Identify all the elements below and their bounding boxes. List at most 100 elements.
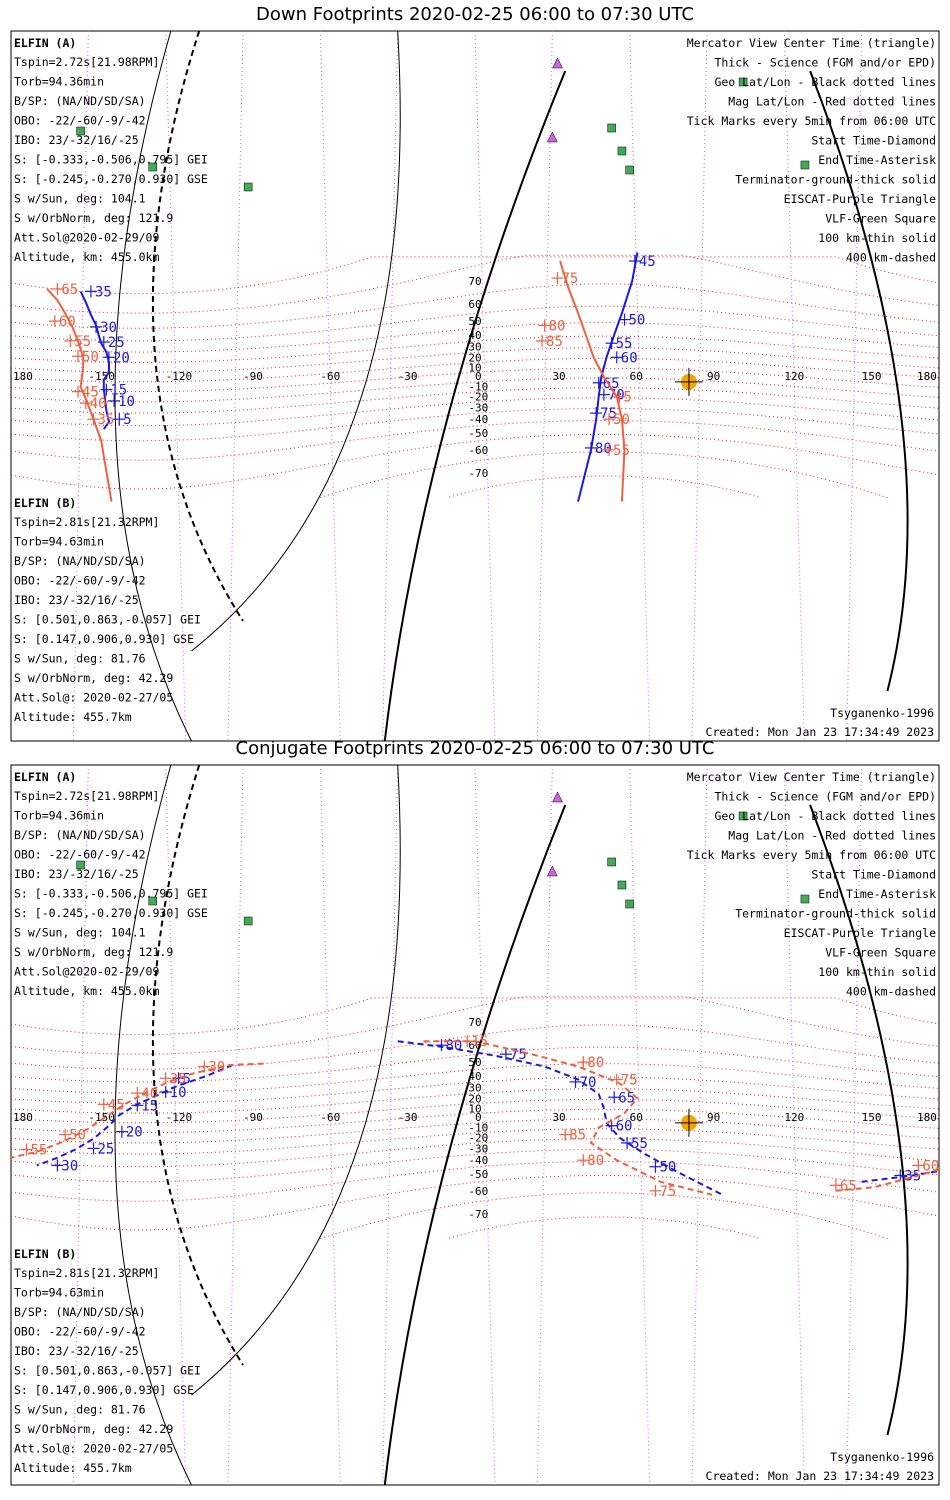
geo-lon-line <box>227 764 244 1486</box>
footprint-time-label: 55 <box>30 1142 47 1158</box>
lon-tick-label: 180 <box>13 1111 33 1124</box>
elfin-a-param: S w/OrbNorm, deg: 121.9 <box>14 211 173 225</box>
geo-lon-line <box>474 764 496 1486</box>
lon-tick-label: -120 <box>166 1111 193 1124</box>
footprint-time-label: 45 <box>82 385 99 401</box>
footprint-time-label: 10 <box>170 1085 187 1101</box>
lat-tick-label: 70 <box>468 1016 481 1029</box>
footprint-time-label: 40 <box>90 396 107 412</box>
footprint-time-label: 35 <box>170 1071 187 1087</box>
eiscat-triangle <box>552 57 563 69</box>
terminator-thin-solid <box>191 764 401 1396</box>
lat-tick-label: -30 <box>468 1142 488 1155</box>
legend-line: Tick Marks every 5min from 06:00 UTC <box>687 114 936 128</box>
eiscat-triangle <box>552 791 563 803</box>
footprint-time-label: 55 <box>74 334 91 350</box>
elfin-b-param: S: [0.501,0.863,-0.057] GEI <box>14 1364 201 1378</box>
elfin-b-param: IBO: 23/-32/16/-25 <box>14 1344 139 1358</box>
elfin-b-param: OBO: -22/-60/-9/-42 <box>14 1325 146 1339</box>
elfin-b-param: S: [0.147,0.906,0.930] GSE <box>14 632 194 646</box>
lon-tick-label: 150 <box>862 370 882 383</box>
mag-lat-line <box>10 347 940 373</box>
vlf-station-square <box>76 860 85 870</box>
vlf-station-square <box>243 916 253 926</box>
legend-line: Thick - Science (FGM and/or EPD) <box>714 790 936 804</box>
lat-tick-label: 10 <box>468 1102 481 1115</box>
vlf-station-square <box>800 160 810 170</box>
legend-line: Tick Marks every 5min from 06:00 UTC <box>687 848 936 862</box>
elfin-a-param: S: [-0.333,-0.506,0.795] GEI <box>14 887 208 901</box>
terminator-400km-dashed <box>151 764 244 1366</box>
legend-line: Mercator View Center Time (triangle) <box>687 36 936 50</box>
footprint-time-label: 60 <box>621 350 638 366</box>
lon-tick-label: 90 <box>707 370 720 383</box>
footprint-time-label: 15 <box>110 383 127 399</box>
lon-tick-label: -150 <box>88 370 115 383</box>
vlf-station-square <box>607 857 616 867</box>
footprint-time-label: 40 <box>141 1086 158 1102</box>
lat-tick-label: -20 <box>468 1132 488 1145</box>
footprint-time-label: 5 <box>623 390 631 406</box>
elfin-a-param: S w/Sun, deg: 104.1 <box>14 926 146 940</box>
lon-tick-label: 180 <box>13 370 33 383</box>
geo-lon-line <box>72 764 89 1486</box>
footprint-time-label: 45 <box>108 1097 125 1113</box>
elfin-b-param: S: [0.147,0.906,0.930] GSE <box>14 1383 194 1397</box>
footprint-trace <box>46 288 113 502</box>
lon-tick-label: 180 <box>917 1111 937 1124</box>
footprint-time-label: 65 <box>61 282 78 298</box>
elfin-b-param: IBO: 23/-32/16/-25 <box>14 593 139 607</box>
elfin-b-param: Tspin=2.81s[21.32RPM] <box>14 515 159 529</box>
footprint-time-label: 30 <box>61 1158 78 1174</box>
footprint-time-label: 25 <box>108 335 125 351</box>
footprint-time-label: 50 <box>613 412 630 428</box>
mag-lat-line <box>449 1216 759 1239</box>
footprint-time-label: 55 <box>631 1136 648 1152</box>
elfin-b-param: B/SP: (NA/ND/SD/SA) <box>14 554 146 568</box>
elfin-a-param: OBO: -22/-60/-9/-42 <box>14 114 146 128</box>
legend-line: End Time-Asterisk <box>818 153 936 167</box>
vlf-station-square <box>625 165 634 175</box>
down-footprints-map: 180 -150 -120 -90 -60 -30 0 30 60 90 120 150 180 70 60… <box>10 30 940 742</box>
lat-tick-label: -20 <box>468 391 488 404</box>
geo-lon-line <box>629 764 651 1486</box>
elfin-b-param: Torb=94.63min <box>14 535 104 549</box>
legend-line: 400 km-dashed <box>846 251 936 265</box>
legend-line: Mag Lat/Lon - Red dotted lines <box>728 829 936 843</box>
elfin-b-param: S w/Sun, deg: 81.76 <box>14 1403 146 1417</box>
elfin-a-param: Altitude, km: 455.0km <box>14 250 159 264</box>
footprint-time-label: 10 <box>118 394 135 410</box>
mag-lat-line <box>10 357 940 383</box>
lat-tick-label: -60 <box>468 444 488 457</box>
footprint-time-label: 50 <box>659 1160 676 1176</box>
vlf-station-square <box>148 162 158 172</box>
vlf-station-square <box>738 811 748 821</box>
elfin-b-param: S w/Sun, deg: 81.76 <box>14 652 146 666</box>
legend-line: Geo Lat/Lon - Black dotted lines <box>714 809 936 823</box>
mag-lat-line <box>10 1098 940 1124</box>
elfin-a-param: IBO: 23/-32/16/-25 <box>14 867 139 881</box>
model-name: Tsyganenko-1996 <box>830 1450 934 1464</box>
lon-tick-label: -90 <box>243 1111 263 1124</box>
vlf-station-square <box>738 77 748 87</box>
mag-lat-line <box>10 419 940 461</box>
elfin-b-param: S: [0.501,0.863,-0.057] GEI <box>14 613 201 627</box>
footprint-time-label: 65 <box>618 1090 635 1106</box>
elfin-a-param: S w/OrbNorm, deg: 121.9 <box>14 945 173 959</box>
legend-line: EISCAT-Purple Triangle <box>784 926 936 940</box>
legend-line: EISCAT-Purple Triangle <box>784 192 936 206</box>
footprint-time-label: 25 <box>97 1141 114 1157</box>
elfin-a-param: Att.Sol@2020-02-29/09 <box>14 965 159 979</box>
footprint-time-label: 60 <box>616 1119 633 1135</box>
footprint-time-label: 15 <box>471 1034 488 1050</box>
footprint-time-label: 85 <box>546 334 563 350</box>
footprint-time-label: 50 <box>69 1128 86 1144</box>
footprint-time-label: 75 <box>621 1073 638 1089</box>
terminator-100km-thin <box>114 764 192 1486</box>
footprint-time-label: 30 <box>100 320 117 336</box>
footprint-time-label: 50 <box>629 313 646 329</box>
footprint-time-label: 75 <box>510 1047 527 1063</box>
elfin-a-param: S: [-0.333,-0.506,0.795] GEI <box>14 153 208 167</box>
footprint-time-label: 15 <box>141 1098 158 1114</box>
terminator-400km-dashed <box>151 30 244 622</box>
